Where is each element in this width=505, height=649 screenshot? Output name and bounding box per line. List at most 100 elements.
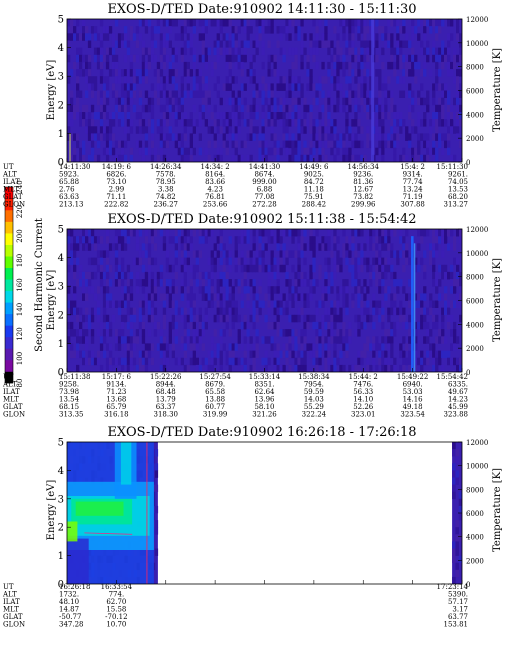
spectrogram-cell — [297, 147, 301, 156]
spectrogram-cell — [141, 119, 146, 127]
spectrogram-cell — [402, 236, 406, 244]
spectrogram-cell — [258, 140, 262, 149]
spectrogram-cell — [342, 364, 346, 372]
spectrogram-cell — [438, 112, 442, 120]
spectrogram-cell — [258, 250, 262, 258]
spectrogram-cell — [345, 350, 349, 359]
spectrogram-cell — [174, 243, 178, 251]
spectrogram-cell — [138, 364, 143, 372]
spectrogram-cell — [432, 300, 436, 308]
spectrogram-cell — [126, 69, 131, 77]
spectrogram-cell — [129, 307, 134, 316]
table-cell: 6.88 — [257, 186, 273, 194]
spectrogram-cell — [117, 271, 122, 280]
spectrogram-cell — [261, 76, 265, 84]
spectrogram-cell — [426, 357, 430, 366]
spectrogram-cell — [387, 329, 391, 337]
spectrogram-cell — [93, 26, 98, 34]
spectrogram-cell — [459, 279, 462, 287]
spectrogram-cell — [198, 19, 202, 27]
spectrogram-cell — [240, 40, 244, 48]
spectrogram-cell — [105, 329, 110, 337]
spectrogram-cell — [339, 286, 343, 294]
spectrogram-cell — [156, 271, 161, 280]
colorbar-cell — [5, 233, 13, 245]
spectrogram-cell — [114, 243, 119, 251]
spectrogram-cell — [408, 329, 412, 337]
spectrogram-cell — [351, 26, 355, 34]
spectrogram-cell — [159, 279, 164, 287]
spectrogram-cell — [189, 343, 193, 351]
spectrogram-cell — [76, 343, 80, 351]
spectrogram-cell — [129, 83, 134, 91]
spectrogram-cell — [327, 47, 331, 56]
spectrogram-cell — [237, 47, 241, 56]
spectrogram-cell — [150, 357, 155, 366]
spectrogram-cell — [210, 336, 214, 344]
table-cell: 14:49: 6 — [299, 163, 329, 171]
spectrogram-cell — [297, 336, 301, 344]
spectrogram-cell — [126, 97, 131, 106]
spectrogram-cell — [231, 104, 235, 113]
spectrogram-cell — [312, 47, 316, 56]
spectrogram-cell — [426, 329, 430, 337]
spectrogram-cell — [438, 97, 442, 106]
spectrogram-cell — [168, 336, 172, 344]
spectrogram-cell — [135, 40, 140, 48]
spectrogram-cell — [153, 329, 158, 337]
spectrogram-cell — [432, 90, 436, 98]
spectrogram-cell — [375, 343, 379, 351]
spectrogram-cell — [105, 140, 110, 149]
spectrogram-cell — [111, 147, 116, 156]
spectrogram-cell — [336, 147, 340, 156]
spectrogram-cell — [312, 321, 316, 330]
spectrogram-cell — [87, 119, 92, 127]
spectrogram-cell — [123, 140, 128, 149]
spectrogram-cell — [76, 257, 80, 266]
spectrogram-cell — [219, 314, 223, 323]
spectrogram-cell — [96, 357, 101, 366]
spectrogram-cell — [264, 119, 268, 127]
spectrogram-cell — [318, 357, 322, 366]
spectrogram-cell — [108, 293, 113, 301]
spectrogram-cell — [312, 314, 316, 323]
spectrogram-cell — [363, 293, 367, 301]
spectrogram-cell — [195, 343, 199, 351]
table-cell: 9314. — [403, 171, 423, 179]
spectrogram-cell — [315, 47, 319, 56]
spectrogram-cell — [441, 250, 445, 258]
y-tick-label: 3 — [58, 494, 64, 505]
spectrogram-cell — [90, 90, 95, 98]
spectrogram-cell — [234, 147, 238, 156]
spectrogram-cell — [396, 286, 400, 294]
spectrogram-cell — [414, 364, 418, 372]
spectrogram-cell — [138, 250, 143, 258]
spectrogram-cell — [324, 126, 328, 134]
spectrogram-cell — [318, 126, 322, 134]
spectrogram-cell — [162, 279, 167, 287]
spectrogram-cell — [195, 357, 199, 366]
spectrogram-cell — [315, 321, 319, 330]
spectrogram-cell — [285, 257, 289, 266]
spectrogram-cell — [222, 119, 226, 127]
spectrogram-cell — [336, 83, 340, 91]
spectrogram-cell — [123, 286, 128, 294]
spectrogram-cell — [273, 119, 277, 127]
spectrogram-cell — [381, 264, 385, 273]
spectrogram-cell — [351, 47, 355, 56]
spectrogram-cell — [384, 286, 388, 294]
table-cell: 57.17 — [448, 598, 468, 606]
spectrogram-cell — [114, 250, 119, 258]
spectrogram-cell — [231, 133, 235, 141]
spectrogram-cell — [168, 126, 172, 134]
spectrogram-cell — [198, 133, 202, 141]
spectrogram-cell — [315, 229, 319, 237]
spectrogram-cell — [135, 329, 140, 337]
spectrogram-cell — [417, 33, 421, 41]
table-cell: 15:54:42 — [437, 373, 468, 381]
colorbar-label: Second Harmonic Current — [34, 218, 45, 352]
spectrogram-cell — [243, 271, 247, 280]
spectrogram-cell — [285, 357, 289, 366]
spectrogram-cell — [354, 229, 358, 237]
spectrogram-cell — [210, 364, 214, 372]
